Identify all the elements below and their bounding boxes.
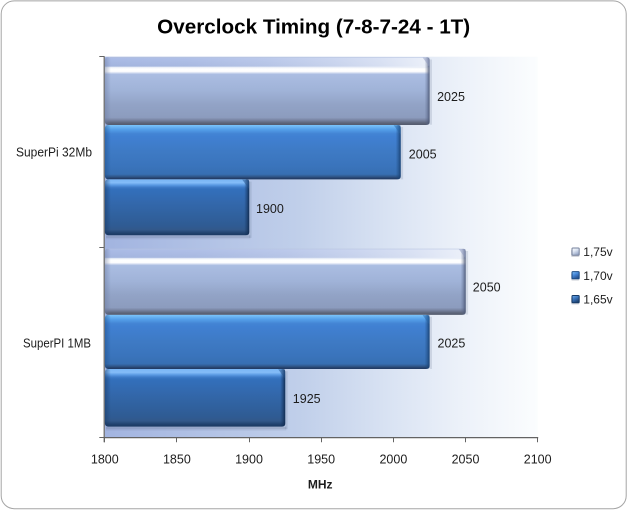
svg-text:SuperPi 32Mb: SuperPi 32Mb	[16, 146, 92, 160]
svg-text:1850: 1850	[163, 452, 191, 466]
svg-text:2000: 2000	[379, 452, 407, 466]
svg-text:1,75v: 1,75v	[583, 245, 612, 259]
svg-text:SuperPI 1MB: SuperPI 1MB	[23, 336, 91, 350]
svg-text:1,70v: 1,70v	[583, 269, 612, 283]
svg-text:MHz: MHz	[308, 478, 333, 492]
svg-text:1950: 1950	[307, 452, 335, 466]
svg-text:2005: 2005	[409, 148, 437, 162]
svg-text:1900: 1900	[235, 452, 263, 466]
svg-text:2025: 2025	[438, 337, 466, 351]
svg-text:2025: 2025	[437, 90, 465, 104]
svg-text:Overclock Timing (7-8-7-24 - 1: Overclock Timing (7-8-7-24 - 1T)	[157, 16, 470, 39]
svg-text:1800: 1800	[91, 452, 119, 466]
svg-text:2100: 2100	[524, 452, 552, 466]
svg-text:1900: 1900	[256, 202, 284, 216]
svg-text:2050: 2050	[473, 281, 501, 295]
svg-text:1925: 1925	[293, 392, 321, 406]
svg-text:2050: 2050	[452, 452, 480, 466]
svg-text:1,65v: 1,65v	[583, 293, 612, 307]
